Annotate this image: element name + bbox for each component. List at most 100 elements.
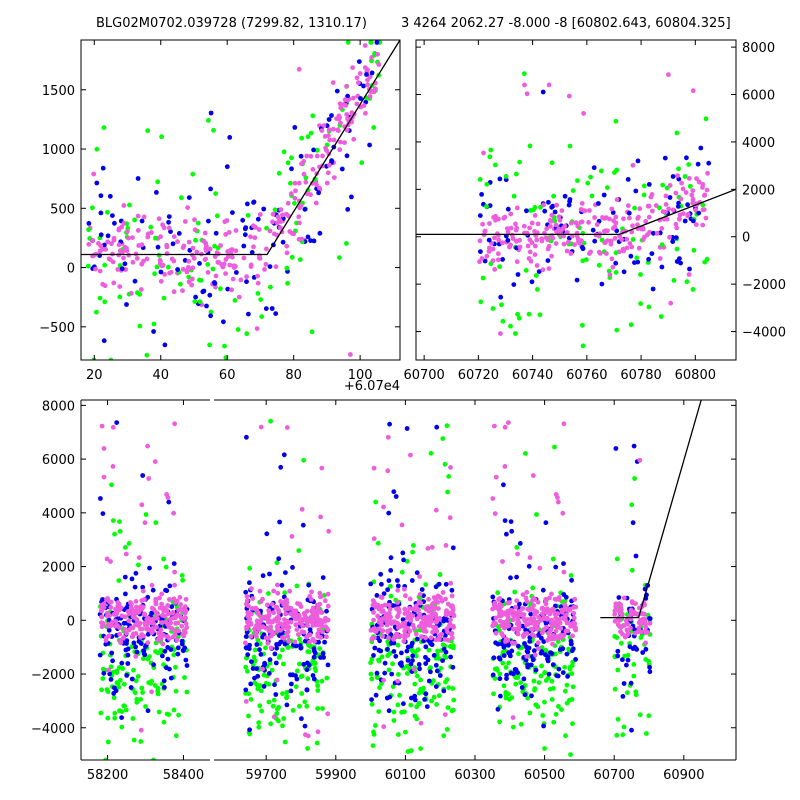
data-point-pink	[133, 599, 139, 604]
data-point-pink	[330, 80, 336, 85]
data-point-green	[276, 718, 281, 724]
data-point-pink	[248, 262, 254, 268]
data-point-pink	[324, 634, 329, 640]
data-point-pink	[105, 239, 111, 245]
data-point-blue	[631, 443, 637, 449]
data-point-pink	[495, 251, 501, 257]
data-point-pink	[213, 273, 219, 279]
data-point-pink	[415, 607, 421, 613]
data-point-pink	[535, 626, 541, 631]
data-point-green	[149, 678, 155, 684]
data-point-pink	[233, 228, 239, 233]
data-point-blue	[568, 641, 574, 647]
data-point-pink	[177, 613, 183, 618]
data-point-pink	[443, 596, 448, 602]
data-point-green	[549, 160, 555, 166]
data-point-blue	[633, 646, 639, 652]
data-point-blue	[696, 210, 702, 216]
data-point-green	[690, 287, 696, 292]
data-point-pink	[147, 627, 153, 633]
data-point-green	[173, 688, 179, 694]
data-point-green	[205, 262, 211, 267]
data-point-blue	[356, 59, 362, 64]
data-point-green	[510, 724, 516, 730]
data-point-blue	[632, 260, 637, 265]
x-tick-label: 60700	[594, 768, 635, 783]
data-point-pink	[138, 287, 144, 292]
data-point-pink	[442, 712, 448, 717]
data-point-blue	[311, 147, 316, 153]
data-point-green	[536, 680, 542, 685]
data-point-green	[305, 676, 311, 682]
data-point-pink	[524, 622, 529, 628]
data-point-pink	[559, 208, 565, 214]
data-point-green	[289, 254, 295, 260]
data-point-pink	[288, 619, 294, 625]
fit-line	[81, 40, 400, 256]
data-point-pink	[647, 229, 652, 235]
data-point-pink	[555, 499, 561, 505]
data-point-green	[513, 331, 518, 336]
data-point-pink	[647, 621, 653, 626]
data-point-pink	[325, 627, 331, 633]
data-point-blue	[525, 649, 531, 655]
data-point-green	[409, 647, 414, 652]
data-point-pink	[637, 457, 643, 463]
data-point-pink	[178, 602, 184, 607]
data-point-pink	[540, 267, 546, 273]
data-point-green	[294, 583, 300, 589]
data-point-blue	[311, 654, 317, 660]
data-point-green	[158, 647, 164, 653]
data-point-blue	[552, 209, 558, 215]
data-point-pink	[271, 588, 277, 594]
data-point-pink	[145, 234, 151, 240]
data-point-pink	[293, 608, 299, 614]
data-point-green	[105, 209, 110, 215]
data-point-blue	[514, 574, 519, 580]
data-point-pink	[369, 55, 374, 60]
data-point-pink	[274, 677, 280, 683]
data-point-blue	[304, 687, 310, 693]
data-point-pink	[613, 220, 619, 226]
data-point-blue	[405, 644, 411, 650]
data-point-blue	[98, 210, 104, 216]
data-point-pink	[626, 614, 632, 620]
data-point-pink	[666, 206, 672, 212]
data-point-blue	[540, 89, 546, 95]
data-point-pink	[521, 223, 527, 229]
data-point-green	[570, 188, 576, 194]
data-point-green	[264, 225, 269, 231]
data-point-pink	[554, 202, 559, 208]
data-point-green	[641, 192, 647, 198]
data-point-pink	[104, 613, 110, 619]
data-point-pink	[101, 474, 107, 480]
data-point-green	[151, 321, 157, 327]
data-point-green	[315, 706, 321, 711]
data-point-pink	[204, 243, 209, 249]
data-point-blue	[659, 264, 665, 270]
data-point-blue	[132, 278, 138, 284]
data-point-blue	[525, 664, 531, 670]
x-tick-label: 59900	[315, 768, 356, 783]
data-point-blue	[175, 645, 181, 651]
data-point-pink	[701, 207, 707, 213]
data-point-green	[373, 723, 378, 728]
data-point-pink	[508, 242, 513, 248]
data-point-pink	[405, 610, 411, 616]
data-point-pink	[654, 231, 660, 236]
data-point-blue	[193, 294, 199, 300]
data-point-pink	[230, 276, 236, 282]
data-point-blue	[450, 545, 456, 551]
data-point-blue	[479, 192, 484, 197]
data-point-blue	[369, 70, 375, 76]
data-point-green	[145, 656, 151, 662]
data-point-pink	[385, 434, 391, 440]
data-point-green	[396, 732, 401, 737]
data-point-blue	[434, 668, 440, 674]
data-point-pink	[560, 510, 566, 516]
data-point-pink	[495, 257, 501, 263]
data-point-pink	[380, 633, 385, 639]
data-point-blue	[204, 303, 209, 309]
data-point-green	[280, 647, 285, 653]
data-point-pink	[527, 237, 533, 243]
